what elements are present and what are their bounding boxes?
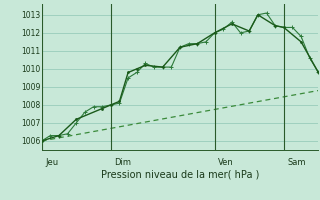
Text: Dim: Dim — [114, 158, 131, 167]
Text: Sam: Sam — [287, 158, 306, 167]
X-axis label: Pression niveau de la mer( hPa ): Pression niveau de la mer( hPa ) — [101, 169, 259, 179]
Text: Ven: Ven — [218, 158, 234, 167]
Text: Jeu: Jeu — [45, 158, 58, 167]
